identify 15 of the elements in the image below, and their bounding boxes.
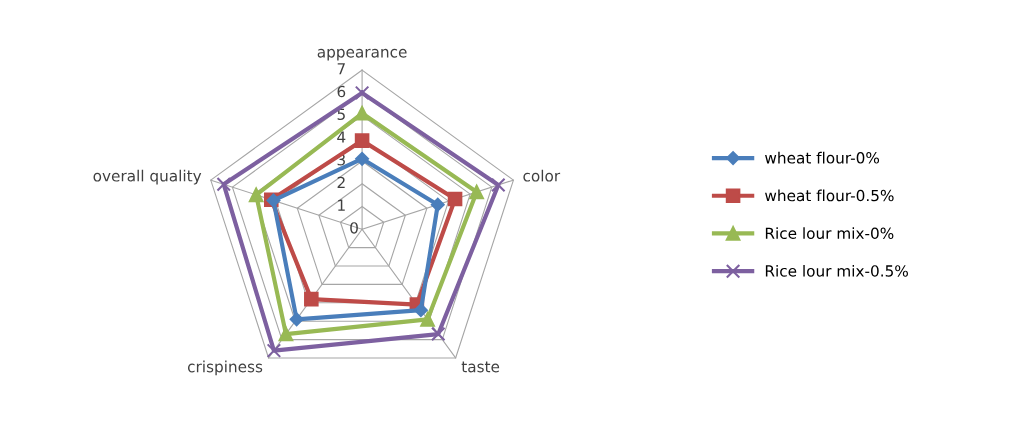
legend-label: Rice lour mix-0%	[765, 227, 894, 240]
spoke-label: color	[523, 169, 561, 182]
y-tick-label: 2	[337, 176, 345, 189]
y-tick-label: 7	[337, 63, 345, 75]
legend-label: wheat flour-0%	[765, 151, 880, 164]
legend-label: wheat flour-0.5%	[765, 189, 894, 202]
spoke-label: taste	[461, 361, 500, 373]
y-tick-label: 1	[338, 199, 345, 211]
spoke-label: appearance	[317, 48, 407, 61]
spoke-label: overall quality	[93, 169, 202, 185]
y-tick-label: 0	[350, 222, 358, 234]
legend-label: Rice lour mix-0.5%	[765, 264, 908, 277]
y-tick-label: 4	[337, 131, 346, 143]
y-tick-label: 6	[337, 85, 346, 98]
spoke-label: crispiness	[187, 360, 263, 376]
